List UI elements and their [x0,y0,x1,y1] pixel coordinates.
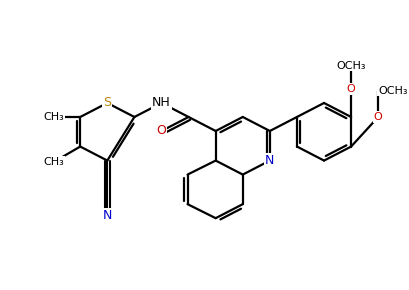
Text: NH: NH [152,97,171,109]
Text: S: S [103,97,111,109]
Text: O: O [157,124,166,137]
Text: O: O [347,84,355,94]
Text: CH₃: CH₃ [43,157,64,167]
Text: OCH₃: OCH₃ [378,86,408,95]
Text: N: N [265,154,274,167]
Text: CH₃: CH₃ [43,112,64,122]
Text: OCH₃: OCH₃ [336,61,366,70]
Text: O: O [374,112,382,122]
Text: N: N [103,209,112,222]
